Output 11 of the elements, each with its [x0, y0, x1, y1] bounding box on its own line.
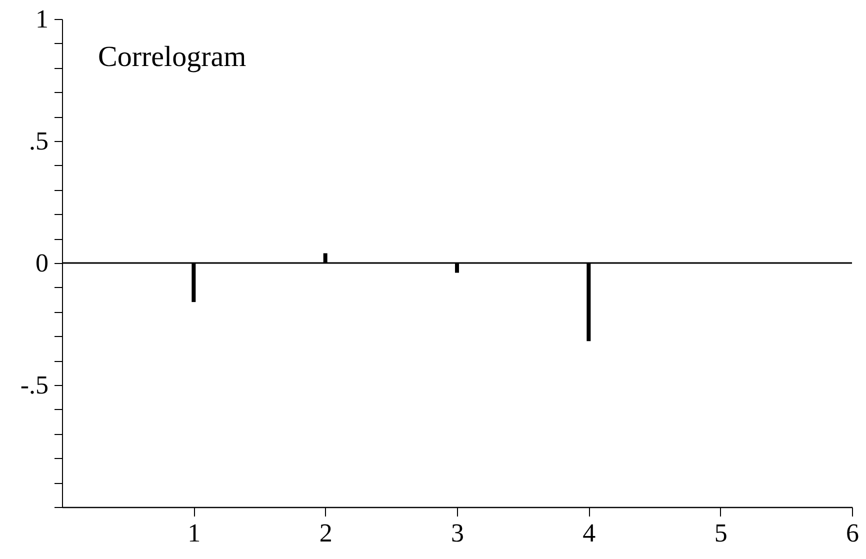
annotation: Correlogram — [98, 41, 247, 73]
y-tick-label: -.5 — [20, 370, 48, 400]
y-tick-label: 0 — [36, 248, 48, 278]
x-tick-label: 5 — [714, 518, 728, 548]
x-tick-label: 4 — [582, 518, 596, 548]
x-tick-label: 6 — [846, 518, 859, 548]
x-tick-label: 3 — [451, 518, 464, 548]
x-tick-label: 2 — [319, 518, 332, 548]
x-tick-label: 1 — [188, 518, 201, 548]
y-tick-label: 1 — [36, 4, 48, 34]
y-tick-label: .5 — [29, 126, 48, 156]
